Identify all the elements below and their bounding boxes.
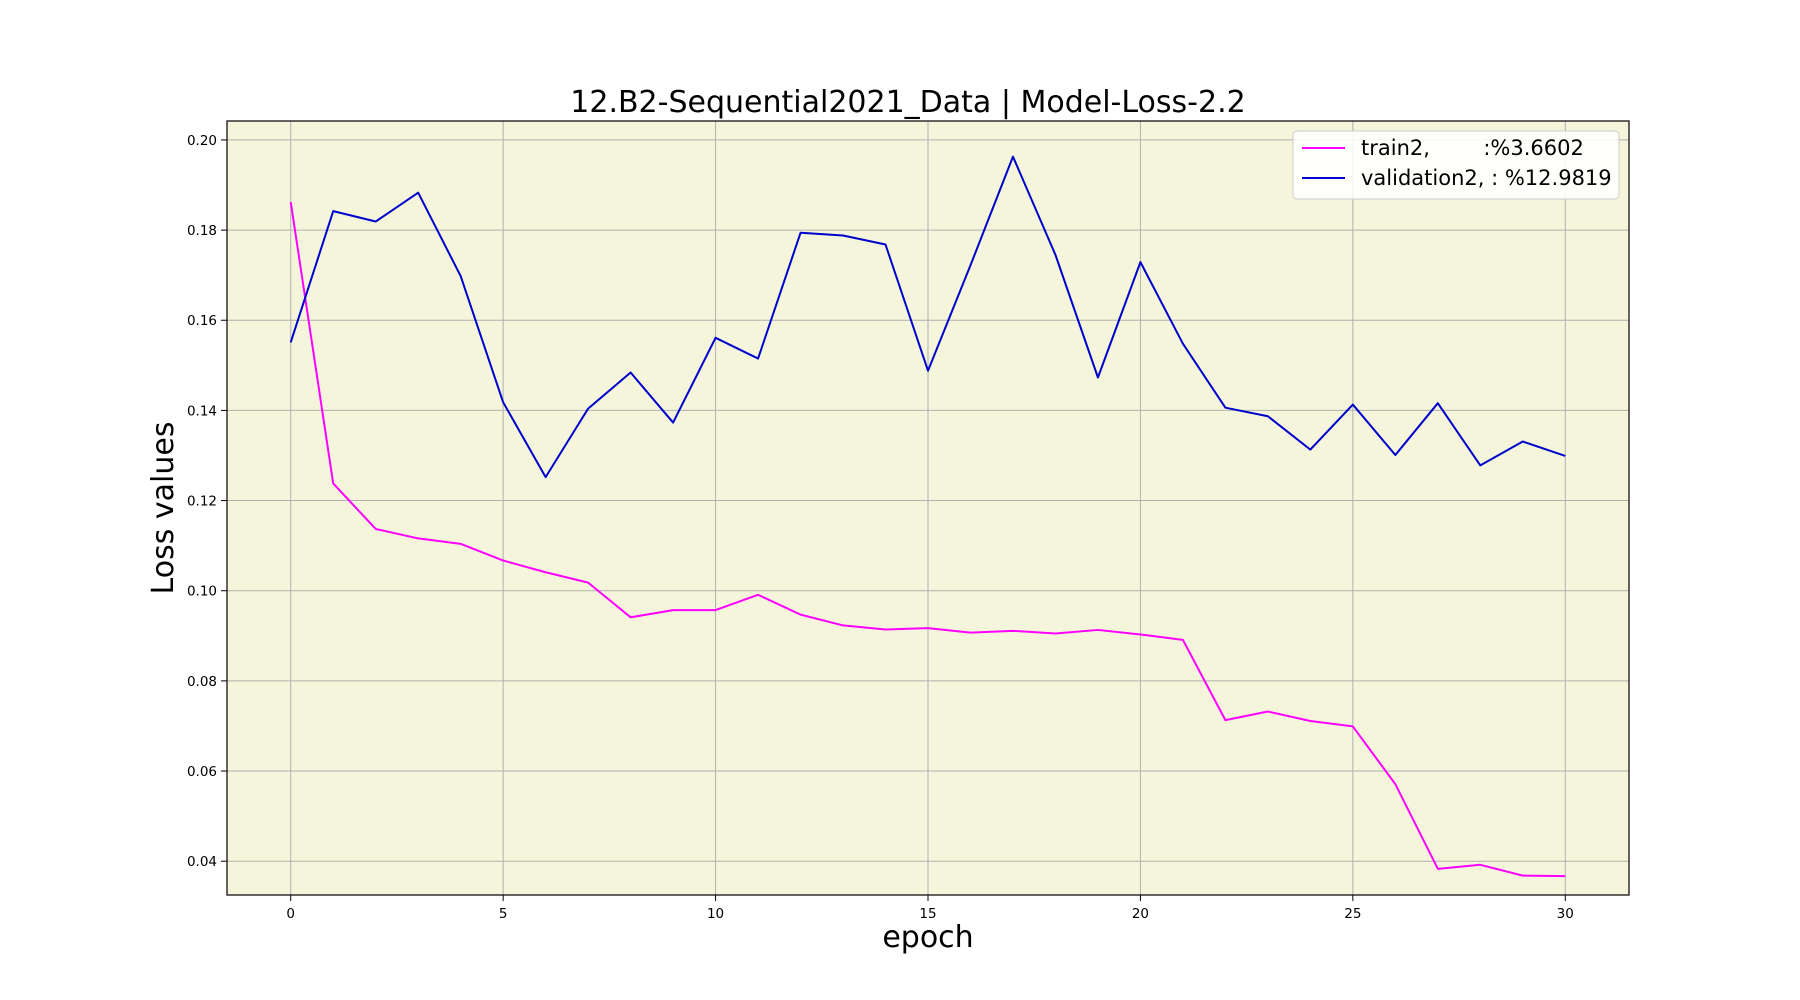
y-axis: 0.04 0.06 0.08 0.10 0.12 0.14 0.16 0.18 0.20	[187, 133, 227, 870]
y-tick-label: 0.10	[187, 584, 217, 600]
x-tick-label: 5	[499, 906, 508, 922]
y-tick-label: 0.12	[187, 494, 217, 510]
x-tick-label: 15	[919, 906, 936, 922]
series-line-1	[289, 155, 1566, 479]
chart-title: 12.B2-Sequential2021_Data | Model-Loss-2…	[570, 85, 1245, 120]
y-tick-label: 0.08	[187, 674, 217, 690]
legend-label-1: validation2, : %12.9819	[1361, 166, 1612, 190]
x-tick-label: 20	[1132, 906, 1149, 922]
y-tick-label: 0.14	[187, 403, 217, 419]
plot-frame	[226, 120, 1630, 896]
legend: train2, :%3.6602 validation2, : %12.9819	[1292, 130, 1620, 200]
x-tick-label: 10	[707, 906, 724, 922]
x-axis-label: epoch	[882, 920, 973, 955]
series-line-0	[289, 201, 1566, 878]
series-group	[289, 155, 1566, 878]
grid	[227, 121, 1629, 895]
legend-label-0: train2, :%3.6602	[1361, 136, 1584, 160]
y-tick-label: 0.06	[187, 764, 217, 780]
x-tick-label: 25	[1344, 906, 1361, 922]
x-tick-label: 0	[286, 906, 295, 922]
y-tick-label: 0.16	[187, 313, 217, 329]
y-tick-label: 0.04	[187, 854, 217, 870]
x-axis: 0 5 10 15 20 25 30	[286, 895, 1574, 922]
y-axis-label: Loss values	[146, 422, 181, 595]
y-tick-label: 0.18	[187, 223, 217, 239]
y-tick-label: 0.20	[187, 133, 217, 149]
legend-box	[1292, 130, 1620, 200]
x-tick-label: 30	[1557, 906, 1574, 922]
